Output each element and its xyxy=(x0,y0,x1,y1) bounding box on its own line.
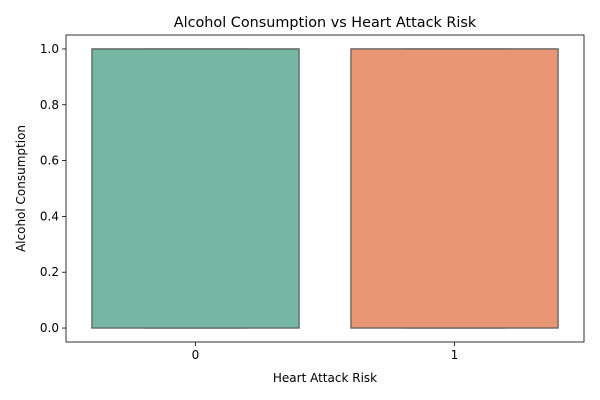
box-1 xyxy=(351,49,558,328)
box-0 xyxy=(92,49,299,328)
chart-title: Alcohol Consumption vs Heart Attack Risk xyxy=(174,15,477,31)
y-axis: 0.0 0.2 0.4 0.6 0.8 1.0 xyxy=(40,42,66,335)
y-tick-label: 0.4 xyxy=(40,209,59,223)
plot-area xyxy=(92,49,558,328)
y-tick-label: 1.0 xyxy=(40,42,59,56)
y-tick-label: 0.8 xyxy=(40,98,59,112)
x-axis-label: Heart Attack Risk xyxy=(273,371,377,385)
y-tick-label: 0.2 xyxy=(40,265,59,279)
x-tick-label-1: 1 xyxy=(451,348,459,362)
x-tick-label-0: 0 xyxy=(192,348,200,362)
y-tick-label: 0.0 xyxy=(40,321,59,335)
y-tick-label: 0.6 xyxy=(40,154,59,168)
y-axis-label: Alcohol Consumption xyxy=(14,125,28,252)
